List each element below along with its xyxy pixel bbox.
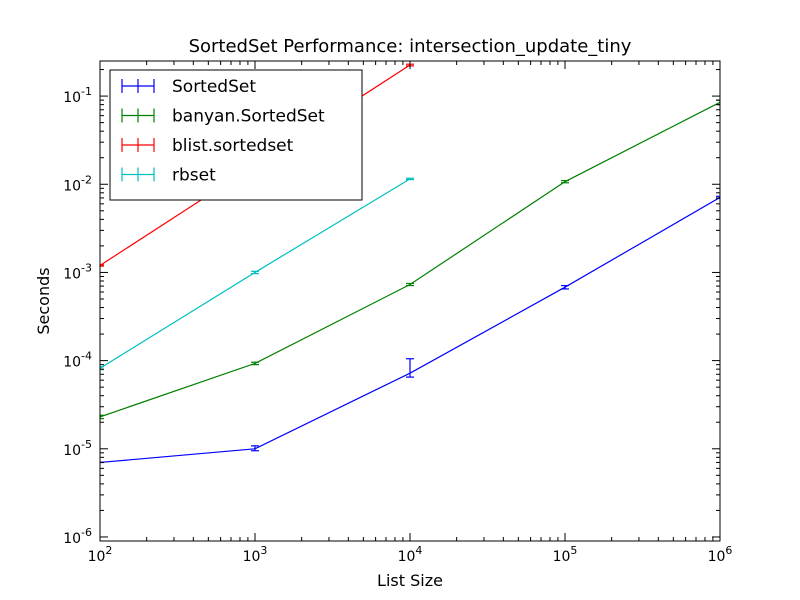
- x-tick-label: 102: [88, 544, 113, 565]
- y-tick-label: 10-5: [63, 438, 92, 459]
- series-banyan-sortedset: [100, 99, 720, 420]
- y-tick-label: 10-6: [63, 526, 92, 547]
- legend-entry: rbset: [121, 166, 216, 186]
- legend-entry: banyan.SortedSet: [121, 107, 325, 127]
- series-sortedset: [100, 195, 720, 464]
- x-tick-label: 106: [708, 544, 733, 565]
- x-tick-label: 103: [243, 544, 268, 565]
- y-axis-title: Seconds: [34, 267, 53, 334]
- legend-label: banyan.SortedSet: [172, 107, 325, 127]
- legend-entry: blist.sortedset: [121, 136, 294, 156]
- legend-label: rbset: [172, 166, 216, 186]
- x-axis-title: List Size: [377, 571, 443, 590]
- axis-ticks: 102 103 104 105 106 10-6 10-5 10-4 10-3 10-2 10-1: [63, 61, 732, 565]
- legend-label: blist.sortedset: [172, 136, 294, 156]
- y-tick-label: 10-2: [63, 173, 92, 194]
- legend-box: [109, 69, 363, 201]
- x-tick-label: 104: [398, 544, 423, 565]
- legend: SortedSet banyan.SortedSet blist.sortedset…: [109, 69, 363, 201]
- y-tick-label: 10-4: [63, 350, 92, 371]
- legend-entry: SortedSet: [121, 77, 256, 97]
- x-tick-label: 105: [553, 544, 578, 565]
- chart-title: SortedSet Performance: intersection_upda…: [189, 36, 632, 57]
- y-tick-label: 10-1: [63, 85, 92, 106]
- series-rbset: [100, 177, 414, 371]
- y-tick-label: 10-3: [63, 261, 92, 282]
- plot-frame: [99, 60, 721, 542]
- legend-label: SortedSet: [172, 77, 256, 97]
